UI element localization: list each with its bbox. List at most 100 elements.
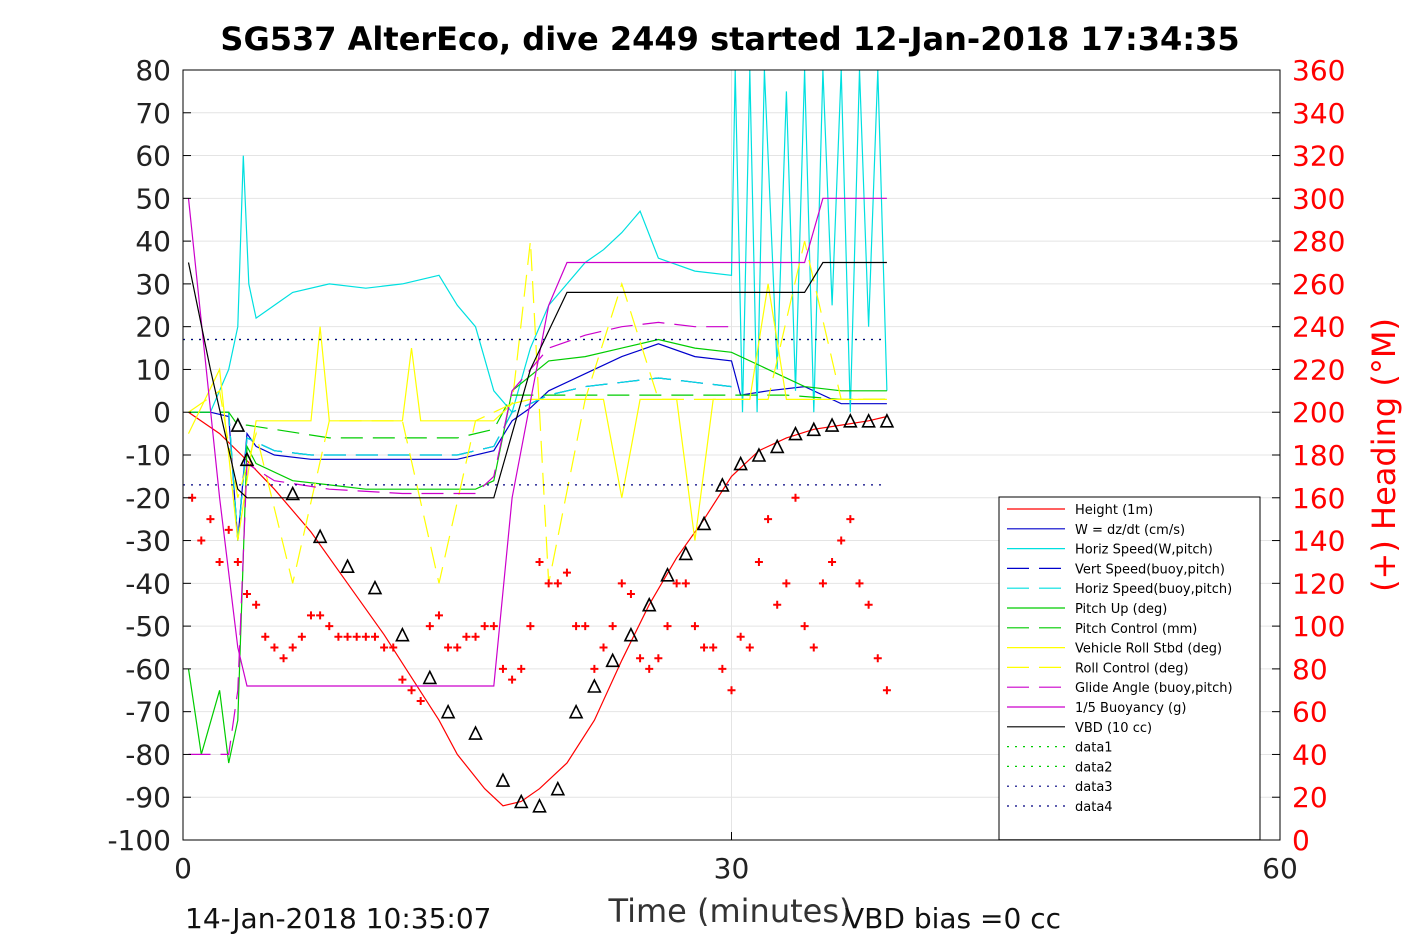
direction-marker bbox=[513, 793, 529, 809]
y-tick-label: -60 bbox=[125, 653, 171, 686]
heading-point bbox=[444, 643, 453, 652]
heading-point bbox=[700, 643, 709, 652]
direction-marker bbox=[367, 579, 383, 595]
heading-point bbox=[581, 622, 590, 631]
direction-marker bbox=[660, 566, 675, 582]
direction-marker bbox=[230, 417, 246, 432]
heading-point bbox=[489, 622, 498, 631]
y-tick-label: 40 bbox=[135, 225, 171, 258]
direction-marker bbox=[422, 669, 438, 685]
direction-marker bbox=[824, 417, 840, 432]
heading-point bbox=[681, 579, 690, 588]
legend-label: Vehicle Roll Stbd (deg) bbox=[1075, 642, 1222, 657]
y-right-tick-label: 0 bbox=[1292, 824, 1310, 857]
heading-point bbox=[270, 643, 279, 652]
legend-label: Pitch Up (deg) bbox=[1075, 602, 1167, 617]
y-ticks-right: 3603403203002802602402202001801601401201… bbox=[1272, 54, 1345, 857]
heading-point bbox=[727, 686, 736, 695]
direction-marker bbox=[879, 412, 895, 428]
y-right-tick-label: 180 bbox=[1292, 439, 1345, 472]
heading-point bbox=[553, 579, 562, 588]
heading-point bbox=[773, 600, 782, 609]
heading-point bbox=[334, 632, 343, 641]
heading-point bbox=[846, 515, 855, 524]
direction-marker bbox=[239, 451, 255, 467]
direction-marker bbox=[751, 447, 767, 462]
series-line bbox=[188, 69, 888, 414]
y-right-tick-label: 60 bbox=[1292, 696, 1328, 729]
heading-point bbox=[791, 493, 800, 502]
y-right-tick-label: 20 bbox=[1292, 781, 1328, 814]
y-right-tick-label: 220 bbox=[1292, 353, 1345, 386]
y-right-tick-label: 200 bbox=[1292, 396, 1345, 429]
heading-point bbox=[288, 643, 297, 652]
x-ticks: 0 30 60 bbox=[174, 832, 1298, 885]
legend-label: data2 bbox=[1075, 760, 1113, 775]
heading-point bbox=[818, 579, 827, 588]
heading-point bbox=[663, 622, 672, 631]
direction-marker bbox=[715, 477, 730, 492]
y-tick-label: 10 bbox=[135, 353, 171, 386]
series-line bbox=[188, 377, 732, 541]
y-tick-label: -20 bbox=[125, 482, 171, 515]
direction-marker bbox=[587, 678, 602, 693]
series-line bbox=[188, 411, 888, 807]
y-tick-label: 50 bbox=[135, 182, 171, 215]
legend-label: 1/5 Buoyancy (g) bbox=[1075, 701, 1186, 716]
y-tick-label: -50 bbox=[125, 610, 171, 643]
heading-point bbox=[828, 557, 837, 566]
heading-point bbox=[754, 557, 763, 566]
y-right-tick-label: 100 bbox=[1292, 610, 1345, 643]
legend-box bbox=[998, 496, 1261, 841]
heading-point bbox=[590, 664, 599, 673]
heading-point bbox=[480, 622, 489, 631]
heading-point bbox=[626, 590, 635, 599]
heading-point bbox=[690, 622, 699, 631]
heading-markers bbox=[188, 493, 891, 705]
heading-point bbox=[517, 664, 526, 673]
series-line bbox=[188, 240, 887, 584]
heading-point bbox=[389, 643, 398, 652]
heading-point bbox=[809, 643, 818, 652]
y-right-tick-label: 140 bbox=[1292, 525, 1345, 558]
heading-point bbox=[882, 686, 891, 695]
y-tick-label: -100 bbox=[107, 824, 171, 857]
y-tick-label: -90 bbox=[125, 781, 171, 814]
heading-point bbox=[526, 622, 535, 631]
heading-point bbox=[252, 600, 261, 609]
heading-point bbox=[197, 536, 206, 545]
direction-marker bbox=[696, 515, 712, 531]
heading-point bbox=[462, 632, 471, 641]
series-line bbox=[187, 283, 887, 541]
legend-label: W = dz/dt (cm/s) bbox=[1075, 523, 1185, 538]
heading-point bbox=[224, 525, 233, 534]
direction-marker bbox=[285, 485, 300, 501]
direction-marker bbox=[678, 545, 694, 561]
x-tick-label: 60 bbox=[1262, 852, 1298, 885]
legend-label: Roll Control (deg) bbox=[1075, 661, 1189, 676]
y-tick-label: 70 bbox=[135, 97, 171, 130]
heading-point bbox=[599, 643, 608, 652]
y-tick-label: -70 bbox=[125, 696, 171, 729]
y-right-tick-label: 80 bbox=[1292, 653, 1328, 686]
direction-marker bbox=[340, 558, 355, 574]
legend-label: Horiz Speed(W,pitch) bbox=[1075, 543, 1213, 558]
y-right-tick-label: 320 bbox=[1292, 140, 1345, 173]
direction-marker bbox=[468, 725, 483, 740]
heading-point bbox=[425, 622, 434, 631]
direction-marker bbox=[788, 425, 803, 441]
y-axis-label-right: (+) Heading (°M) bbox=[1365, 318, 1403, 592]
heading-point bbox=[745, 643, 754, 652]
heading-point bbox=[242, 590, 251, 599]
legend: Height (1m) W = dz/dt (cm/s) Horiz Speed(W… bbox=[998, 496, 1261, 841]
legend-label: data1 bbox=[1075, 741, 1113, 756]
heading-point bbox=[782, 579, 791, 588]
heading-point bbox=[407, 686, 416, 695]
heading-point bbox=[498, 664, 507, 673]
heading-point bbox=[855, 579, 864, 588]
heading-point bbox=[608, 622, 617, 631]
direction-marker bbox=[550, 780, 566, 796]
direction-marker bbox=[532, 797, 547, 813]
legend-label: Horiz Speed(buoy,pitch) bbox=[1075, 582, 1232, 597]
